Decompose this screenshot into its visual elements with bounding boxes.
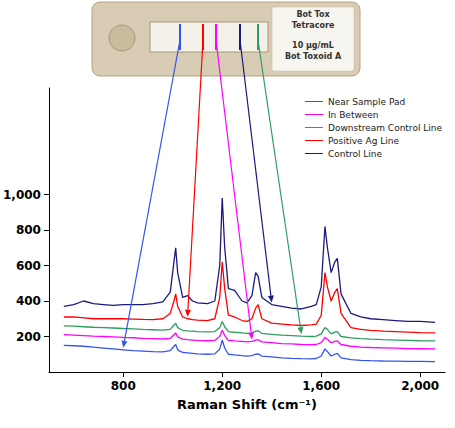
svg-text:1,000: 1,000 [3,188,41,202]
svg-text:Control Line: Control Line [328,149,383,159]
svg-text:In Between: In Between [328,110,379,120]
svg-text:Tetracore: Tetracore [292,21,335,30]
svg-text:1,600: 1,600 [302,379,340,393]
svg-text:Downstream Control Line: Downstream Control Line [328,123,443,133]
svg-text:Bot Toxoid A: Bot Toxoid A [285,52,342,61]
svg-text:600: 600 [16,259,41,273]
svg-text:Positive Ag Line: Positive Ag Line [328,136,400,146]
svg-text:2,000: 2,000 [401,379,439,393]
svg-text:800: 800 [111,379,136,393]
svg-text:200: 200 [16,330,41,344]
svg-text:Near Sample Pad: Near Sample Pad [328,97,405,107]
svg-text:Raman Shift (cm⁻¹): Raman Shift (cm⁻¹) [177,397,317,412]
svg-text:800: 800 [16,223,41,237]
svg-text:Bot Tox: Bot Tox [296,10,330,19]
svg-text:1,200: 1,200 [203,379,241,393]
svg-text:10 µg/mL: 10 µg/mL [292,41,334,50]
svg-text:400: 400 [16,294,41,308]
